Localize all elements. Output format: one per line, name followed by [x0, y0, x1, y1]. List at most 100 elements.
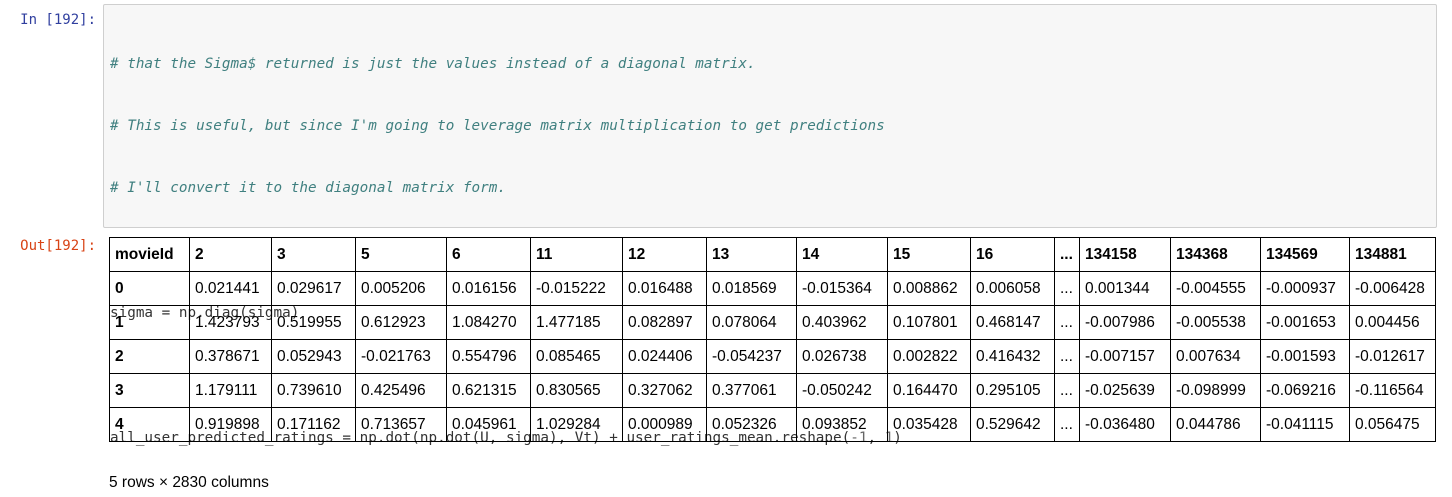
table-cell: 0.377061 [706, 373, 797, 408]
table-cell: 0.004456 [1349, 305, 1436, 340]
table-cell: 0.093852 [796, 407, 888, 442]
in-prompt: In [192]: [20, 12, 96, 28]
table-row: 0 0.021441 0.029617 0.005206 0.016156 -0.0152… [109, 271, 1436, 306]
column-header: 134368 [1170, 237, 1261, 272]
table-cell: -0.007157 [1079, 339, 1171, 374]
table-cell: -0.050242 [796, 373, 888, 408]
column-header: 6 [446, 237, 531, 272]
table-cell: -0.005538 [1170, 305, 1261, 340]
table-cell: 0.052326 [706, 407, 797, 442]
table-cell: 0.468147 [970, 305, 1055, 340]
table-cell: 0.416432 [970, 339, 1055, 374]
column-header: 5 [355, 237, 447, 272]
table-cell: 0.056475 [1349, 407, 1436, 442]
table-cell: 0.529642 [970, 407, 1055, 442]
table-cell: 0.830565 [530, 373, 623, 408]
table-cell: 0.164470 [887, 373, 971, 408]
dataframe-shape-note: 5 rows × 2830 columns [109, 474, 269, 491]
table-cell: -0.098999 [1170, 373, 1261, 408]
table-cell: -0.001593 [1260, 339, 1350, 374]
table-body: 0 0.021441 0.029617 0.005206 0.016156 -0.0152… [109, 271, 1436, 442]
code-comment-line: # that the Sigma$ returned is just the v… [110, 55, 756, 72]
table-row: 4 0.919898 0.171162 0.713657 0.045961 1.02928… [109, 407, 1436, 442]
table-cell: -0.041115 [1260, 407, 1350, 442]
table-cell: 0.739610 [271, 373, 356, 408]
column-header: 134881 [1349, 237, 1436, 272]
table-cell: 0.024406 [622, 339, 707, 374]
table-cell: 0.082897 [622, 305, 707, 340]
table-cell: 0.002822 [887, 339, 971, 374]
table-cell: 0.425496 [355, 373, 447, 408]
table-cell: ... [1054, 373, 1080, 408]
output-area: movieId 2 3 5 6 11 12 13 14 15 16 ... 13… [109, 237, 1439, 477]
table-cell: ... [1054, 407, 1080, 442]
table-row: 3 1.179111 0.739610 0.425496 0.621315 0.83056… [109, 373, 1436, 408]
table-cell: 0.035428 [887, 407, 971, 442]
table-cell: -0.116564 [1349, 373, 1436, 408]
table-cell: 0.045961 [446, 407, 531, 442]
table-cell: 0.612923 [355, 305, 447, 340]
table-cell: 0.005206 [355, 271, 447, 306]
row-index: 1 [109, 305, 190, 340]
code-comment-line: # I'll convert it to the diagonal matrix… [110, 180, 506, 197]
column-header: 3 [271, 237, 356, 272]
table-cell: -0.069216 [1260, 373, 1350, 408]
table-cell: 0.919898 [189, 407, 272, 442]
table-row: 2 0.378671 0.052943 -0.021763 0.554796 0.0854… [109, 339, 1436, 374]
table-cell: 1.029284 [530, 407, 623, 442]
row-index: 4 [109, 407, 190, 442]
column-header: movieId [109, 237, 190, 272]
table-cell: -0.012617 [1349, 339, 1436, 374]
table-cell: -0.021763 [355, 339, 447, 374]
table-cell: -0.007986 [1079, 305, 1171, 340]
table-cell: 0.000989 [622, 407, 707, 442]
column-header: 14 [796, 237, 888, 272]
table-cell: 0.008862 [887, 271, 971, 306]
table-cell: 0.021441 [189, 271, 272, 306]
table-cell: 0.006058 [970, 271, 1055, 306]
table-cell: -0.004555 [1170, 271, 1261, 306]
column-header: 11 [530, 237, 623, 272]
table-cell: 0.403962 [796, 305, 888, 340]
table-cell: 0.016156 [446, 271, 531, 306]
table-cell: 0.327062 [622, 373, 707, 408]
table-cell: 0.026738 [796, 339, 888, 374]
table-cell: -0.015364 [796, 271, 888, 306]
table-cell: 1.179111 [189, 373, 272, 408]
table-cell: 0.029617 [271, 271, 356, 306]
row-index: 3 [109, 373, 190, 408]
table-cell: ... [1054, 305, 1080, 340]
column-header: 2 [189, 237, 272, 272]
code-input-area[interactable]: # that the Sigma$ returned is just the v… [103, 4, 1437, 446]
table-cell: -0.000937 [1260, 271, 1350, 306]
table-cell: ... [1054, 271, 1080, 306]
table-cell: 0.007634 [1170, 339, 1261, 374]
table-cell: 0.107801 [887, 305, 971, 340]
table-cell: 1.423793 [189, 305, 272, 340]
column-header: 134569 [1260, 237, 1350, 272]
table-cell: 0.085465 [530, 339, 623, 374]
column-header: 134158 [1079, 237, 1171, 272]
table-cell: 0.554796 [446, 339, 531, 374]
table-cell: 0.044786 [1170, 407, 1261, 442]
dataframe-table: movieId 2 3 5 6 11 12 13 14 15 16 ... 13… [109, 237, 1436, 442]
table-cell: 0.018569 [706, 271, 797, 306]
table-cell: 0.052943 [271, 339, 356, 374]
table-cell: 0.295105 [970, 373, 1055, 408]
table-cell: -0.001653 [1260, 305, 1350, 340]
table-cell: -0.015222 [530, 271, 623, 306]
code-comment-line: # This is useful, but since I'm going to… [110, 117, 885, 134]
table-cell: -0.006428 [1349, 271, 1436, 306]
table-header-row: movieId 2 3 5 6 11 12 13 14 15 16 ... 13… [109, 237, 1436, 272]
table-row: 1 1.423793 0.519955 0.612923 1.084270 1.47718… [109, 305, 1436, 340]
table-cell: 0.078064 [706, 305, 797, 340]
table-cell: 0.171162 [271, 407, 356, 442]
table-cell: 0.519955 [271, 305, 356, 340]
row-index: 0 [109, 271, 190, 306]
column-header: ... [1054, 237, 1080, 272]
table-cell: ... [1054, 339, 1080, 374]
column-header: 15 [887, 237, 971, 272]
column-header: 16 [970, 237, 1055, 272]
out-prompt: Out[192]: [20, 238, 96, 254]
table-cell: 0.713657 [355, 407, 447, 442]
